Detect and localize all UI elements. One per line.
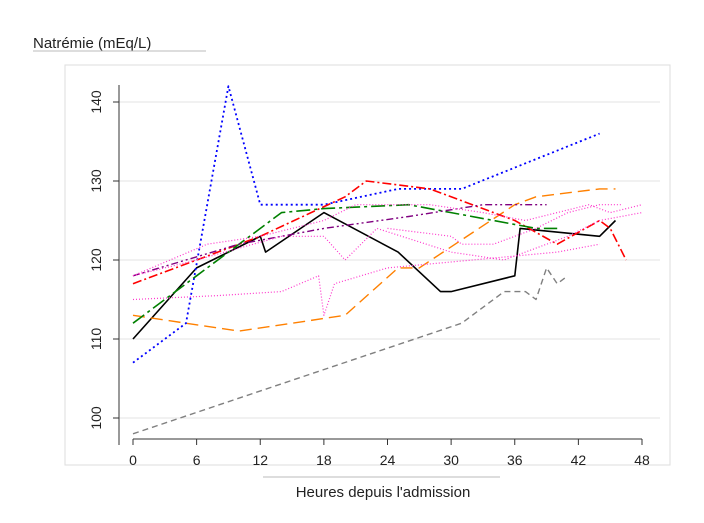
- series-line-4: [132, 85, 600, 364]
- y-tick-label: 100: [88, 406, 104, 430]
- x-axis: 0 6 12 18 24 30 36 42 48: [129, 438, 650, 468]
- series-line-9: [132, 212, 643, 277]
- series-group: [132, 85, 643, 435]
- x-tick-label: 18: [316, 452, 332, 468]
- y-tick-label: 140: [88, 90, 104, 114]
- series-line-11: [387, 204, 621, 245]
- series-line-5: [132, 180, 627, 285]
- x-tick-label: 12: [252, 452, 268, 468]
- x-tick-label: 0: [129, 452, 137, 468]
- plot-frame: [64, 64, 671, 466]
- y-axis-label: Natrémie (mEq/L): [33, 35, 151, 52]
- x-tick-label: 48: [634, 452, 650, 468]
- series-line-3: [132, 267, 569, 435]
- x-tick-label: 6: [193, 452, 201, 468]
- x-tick-label: 42: [571, 452, 587, 468]
- series-line-8: [132, 204, 643, 277]
- grid: [119, 101, 660, 419]
- y-tick-label: 110: [88, 328, 104, 351]
- y-tick-label: 120: [88, 248, 104, 272]
- x-tick-label: 36: [507, 452, 523, 468]
- x-axis-label: Heures depuis l'admission: [296, 484, 471, 501]
- y-axis: 100 110 120 130 140: [88, 85, 120, 445]
- y-tick-label: 130: [88, 169, 104, 193]
- x-tick-label: 30: [443, 452, 459, 468]
- series-line-6: [132, 203, 558, 324]
- x-tick-label: 24: [380, 452, 396, 468]
- series-line-2: [132, 188, 616, 332]
